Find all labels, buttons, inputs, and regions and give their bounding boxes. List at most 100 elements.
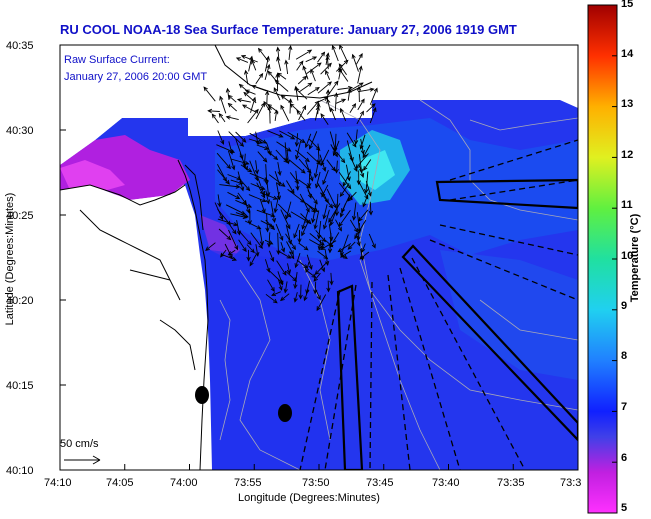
x-tick-label: 73:45 (366, 477, 394, 489)
current-vector (280, 241, 286, 253)
current-vector (254, 160, 260, 175)
current-vector (275, 46, 281, 60)
current-vector (276, 72, 287, 80)
current-vector (218, 112, 226, 123)
current-vector (273, 87, 281, 101)
current-vector (249, 254, 257, 267)
current-vector (298, 242, 309, 251)
current-vector (329, 272, 334, 286)
current-vector (303, 289, 309, 302)
map-title: RU COOL NOAA-18 Sea Surface Temperature:… (60, 22, 517, 37)
current-vector (362, 194, 369, 208)
current-vector (264, 259, 271, 273)
current-vector (295, 140, 302, 161)
survey-box-transect (435, 178, 578, 210)
survey-track-dashed (449, 139, 578, 181)
current-vector (347, 241, 356, 250)
current-vector (338, 63, 347, 75)
current-vector (227, 102, 238, 112)
current-vector (278, 279, 283, 291)
current-vector (274, 79, 289, 92)
current-vector (307, 190, 318, 205)
current-vector (248, 55, 254, 72)
current-vector (256, 209, 276, 218)
x-tick-label: 74:10 (44, 477, 72, 489)
current-vector (295, 49, 313, 60)
current-vector (363, 159, 372, 171)
marker-dot-east (278, 404, 292, 422)
current-vector (264, 239, 274, 245)
purple-inlet (200, 215, 240, 260)
current-vector (217, 169, 230, 185)
scale-arrow (64, 455, 101, 465)
current-vector (317, 239, 322, 251)
colorbar-tick: 14 (621, 48, 634, 60)
x-axis-label: Longitude (Degrees:Minutes) (238, 492, 380, 504)
current-vector (237, 229, 252, 246)
survey-track-dashed (299, 289, 341, 470)
current-vector (287, 131, 306, 143)
current-vector (265, 219, 276, 231)
current-vector (358, 164, 365, 178)
current-vector (351, 202, 357, 221)
current-vector (205, 242, 216, 251)
current-vector (348, 82, 364, 92)
current-vector (304, 133, 312, 149)
colorbar-ticks (612, 4, 617, 514)
current-vector (297, 75, 308, 85)
current-vector (250, 232, 263, 249)
current-vector (319, 240, 337, 251)
current-vector (235, 199, 253, 208)
current-vector (330, 107, 336, 121)
x-tick-label: 73:35 (497, 477, 525, 489)
current-vector (224, 243, 233, 259)
current-vector (271, 291, 281, 297)
current-vector (297, 230, 302, 244)
current-vector (217, 130, 225, 145)
survey-track-dashed (439, 224, 578, 256)
current-vector (237, 171, 245, 192)
x-tick-label: 73:55 (234, 477, 262, 489)
current-vector (236, 98, 251, 103)
current-vector (339, 203, 346, 218)
current-vector (314, 105, 320, 121)
current-vector (369, 87, 378, 105)
current-vector (315, 230, 326, 243)
current-vector (248, 194, 267, 203)
survey-track-dashed (449, 179, 578, 201)
current-vector (268, 250, 275, 263)
current-vector (288, 251, 295, 260)
current-label: Raw Surface Current: (64, 54, 170, 66)
current-vector (216, 152, 231, 170)
current-vector (268, 174, 286, 187)
current-vector (366, 103, 376, 113)
current-vector (220, 249, 227, 258)
current-vector (313, 210, 320, 230)
current-vector (280, 209, 291, 230)
x-tick-label: 74:00 (170, 477, 198, 489)
current-vector (267, 130, 284, 138)
current-vector (295, 149, 310, 163)
current-vector (277, 271, 284, 286)
current-vector (207, 108, 220, 114)
current-vector (307, 87, 320, 96)
current-vector (347, 191, 357, 202)
current-vector (296, 109, 306, 121)
current-vector (277, 162, 282, 177)
current-vector (284, 59, 289, 75)
current-vector (306, 100, 320, 115)
current-vector (311, 203, 317, 224)
current-vector (314, 261, 329, 276)
colorbar-tick: 15 (621, 0, 634, 10)
colorbar-tick: 5 (621, 502, 628, 514)
current-vector (302, 65, 309, 80)
current-vector (267, 279, 275, 292)
current-vector (251, 59, 257, 71)
current-vector (357, 98, 365, 111)
y-tick-label: 40:30 (6, 125, 34, 137)
current-vector (256, 182, 266, 199)
current-vector (219, 95, 227, 114)
current-vector (239, 178, 251, 192)
current-vector (320, 113, 329, 125)
current-vector (276, 141, 292, 152)
